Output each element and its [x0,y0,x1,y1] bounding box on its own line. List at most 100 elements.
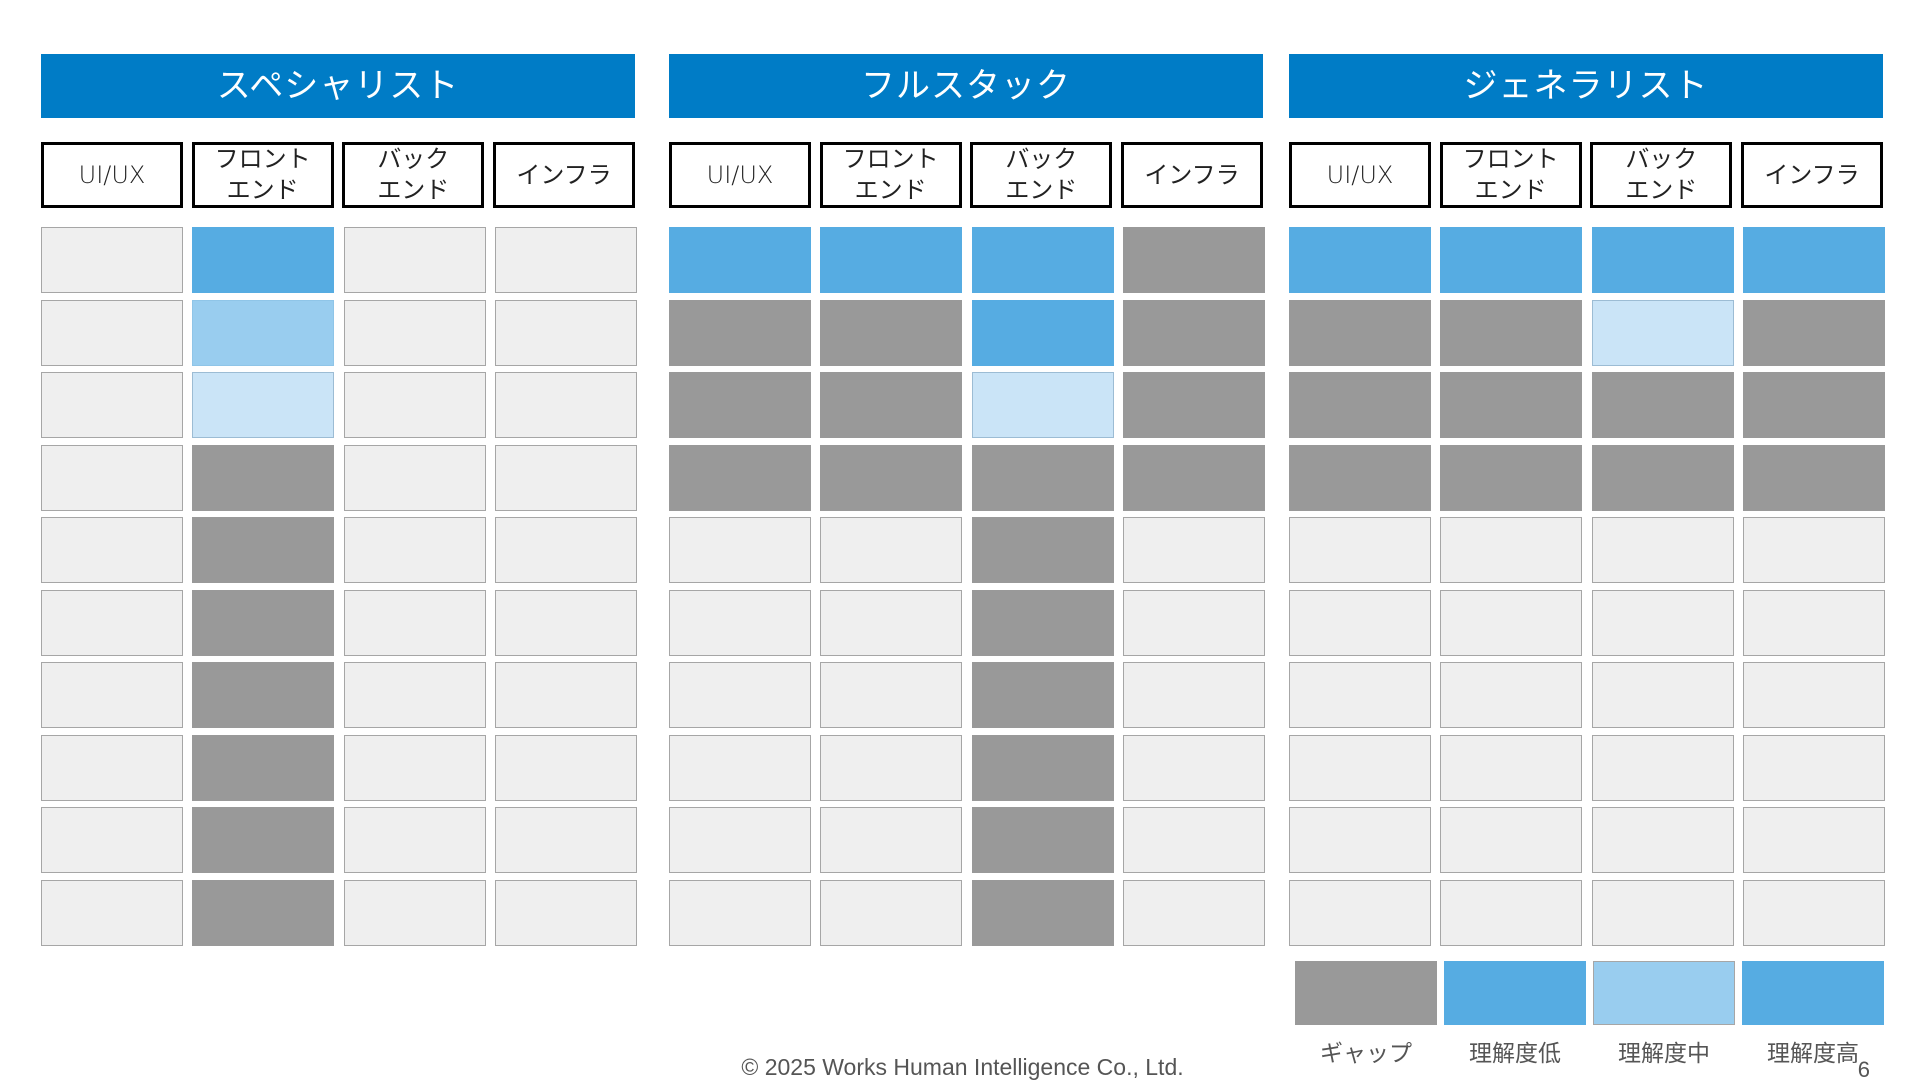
column-label: インフラ [1120,142,1263,208]
matrix-cell-none [494,807,637,873]
matrix-group: スペシャリスト UI/UX フロント エンド バック エンド インフラ [41,54,637,946]
group-header: フルスタック [669,54,1263,118]
matrix-cell-none [41,734,183,801]
matrix-cell-gap [669,299,811,366]
matrix-cell-none [1591,807,1734,873]
column-label: インフラ [492,142,635,208]
matrix-cell-none [1742,517,1885,583]
matrix-cell-none [343,372,486,438]
matrix-cell-mid [192,299,335,366]
matrix-cell-gap [192,517,335,583]
matrix-cell-none [820,517,963,583]
matrix-cell-none [494,734,637,801]
matrix-cell-high [669,227,811,293]
column-label: UI/UX [1289,142,1431,208]
matrix-cell-gap [820,372,963,438]
matrix-cell-none [41,517,183,583]
matrix-cell-none [669,734,811,801]
matrix-cell-gap [192,444,335,511]
matrix-cell-none [1440,879,1583,946]
matrix-cell-none [1122,517,1265,583]
skill-matrix [1289,227,1885,946]
matrix-cell-high [1440,227,1583,293]
matrix-cell-none [41,444,183,511]
legend-swatch [1295,961,1437,1025]
column-label: インフラ [1740,142,1883,208]
column-label: バック エンド [342,142,485,208]
matrix-cell-none [1742,879,1885,946]
matrix-cell-none [41,879,183,946]
matrix-cell-none [1289,517,1431,583]
matrix-cell-gap [192,734,335,801]
column-labels: UI/UX フロント エンド バック エンド インフラ [669,142,1263,208]
matrix-cell-none [343,299,486,366]
matrix-group: フルスタック UI/UX フロント エンド バック エンド インフラ [669,54,1265,946]
matrix-cell-none [343,517,486,583]
matrix-cell-gap [1591,444,1734,511]
column-label: UI/UX [669,142,811,208]
matrix-cell-none [343,589,486,656]
matrix-cell-none [343,227,486,293]
matrix-cell-low [192,372,335,438]
matrix-cell-none [494,372,637,438]
matrix-cell-gap [1440,299,1583,366]
legend-label: 理解度中 [1618,1041,1710,1067]
matrix-cell-gap [192,589,335,656]
matrix-cell-high [1591,227,1734,293]
matrix-cell-gap [971,589,1114,656]
matrix-cell-gap [971,734,1114,801]
matrix-cell-none [820,734,963,801]
matrix-cell-gap [820,299,963,366]
matrix-cell-none [41,372,183,438]
matrix-cell-none [820,589,963,656]
matrix-cell-gap [1122,227,1265,293]
legend-item: 理解度中 [1593,961,1735,1068]
matrix-cell-gap [1289,444,1431,511]
legend-item: ギャップ [1295,961,1437,1068]
matrix-cell-gap [971,879,1114,946]
skill-matrix [669,227,1265,946]
matrix-cell-none [669,879,811,946]
matrix-cell-gap [192,879,335,946]
legend-swatch [1593,961,1735,1025]
matrix-cell-gap [971,517,1114,583]
matrix-cell-none [669,807,811,873]
legend: ギャップ 理解度低 理解度中 理解度高 [1295,961,1885,1071]
matrix-cell-gap [192,807,335,873]
skill-matrix [41,227,637,946]
legend-item: 理解度高 [1742,961,1884,1068]
matrix-cell-none [41,807,183,873]
matrix-cell-gap [1289,372,1431,438]
matrix-cell-none [343,444,486,511]
matrix-cell-none [41,227,183,293]
matrix-cell-none [1591,879,1734,946]
page-number: 6 [1857,1057,1870,1080]
matrix-cell-none [1440,589,1583,656]
column-label: UI/UX [41,142,183,208]
matrix-cell-gap [820,444,963,511]
matrix-cell-none [1122,879,1265,946]
matrix-cell-high [971,299,1114,366]
matrix-cell-gap [1122,372,1265,438]
matrix-cell-none [1122,734,1265,801]
matrix-cell-gap [1122,444,1265,511]
matrix-cell-none [343,879,486,946]
matrix-cell-none [1122,662,1265,728]
matrix-cell-none [1122,807,1265,873]
column-label: バック エンド [970,142,1113,208]
column-label: バック エンド [1590,142,1733,208]
matrix-cell-none [494,227,637,293]
matrix-cell-none [494,662,637,728]
legend-label: 理解度低 [1469,1041,1561,1067]
matrix-cell-gap [1742,299,1885,366]
matrix-cell-gap [1122,299,1265,366]
matrix-cell-none [1591,734,1734,801]
matrix-cell-none [1591,589,1734,656]
matrix-group: ジェネラリスト UI/UX フロント エンド バック エンド インフラ [1289,54,1885,946]
matrix-cell-gap [1440,444,1583,511]
column-labels: UI/UX フロント エンド バック エンド インフラ [41,142,635,208]
legend-item: 理解度低 [1444,961,1586,1068]
matrix-cell-none [1289,807,1431,873]
matrix-cell-none [820,807,963,873]
